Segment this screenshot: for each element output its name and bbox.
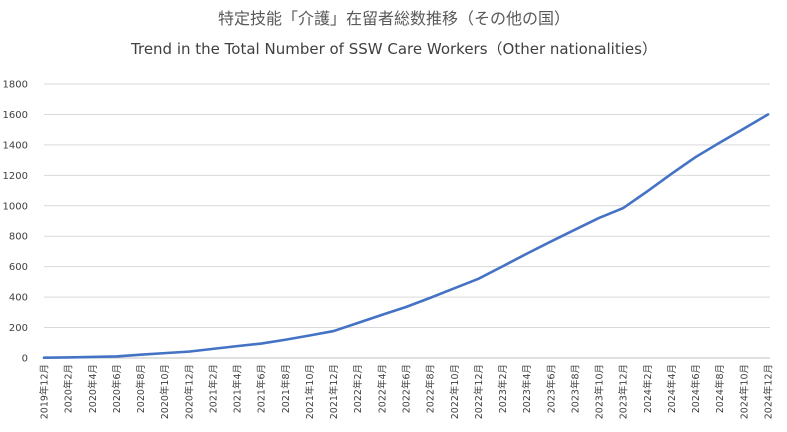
chart-title: 特定技能「介護」在留者総数推移（その他の国） [218,9,570,28]
series-line [42,113,770,359]
y-tick-label: 1400 [3,140,28,151]
x-tick-label: 2024年6月 [690,364,702,413]
x-tick-label: 2020年6月 [111,364,123,413]
y-tick-label: 1000 [3,201,28,212]
x-tick-label: 2022年4月 [376,364,388,413]
y-tick-label: 800 [9,232,28,243]
x-tick-label: 2024年4月 [666,364,678,413]
y-tick-label: 1600 [3,110,28,121]
x-tick-label: 2021年4月 [232,364,244,413]
y-tick-label: 1200 [3,171,28,182]
x-tick-label: 2023年10月 [594,364,606,419]
x-tick-label: 2020年8月 [135,364,147,413]
x-tick-label: 2021年6月 [256,364,268,413]
plot-area [42,113,770,359]
y-tick-label: 400 [9,293,28,304]
gridlines [44,83,770,359]
y-tick-label: 0 [22,354,28,365]
x-tick-label: 2022年10月 [449,364,461,419]
x-tick-label: 2022年2月 [352,364,364,413]
y-tick-label: 600 [9,262,28,273]
x-tick-label: 2021年8月 [280,364,292,413]
x-tick-label: 2023年6月 [545,364,557,413]
x-tick-label: 2023年4月 [521,364,533,413]
x-tick-label: 2021年12月 [328,364,340,419]
x-tick-label: 2024年2月 [642,364,654,413]
x-tick-label: 2021年10月 [304,364,316,419]
y-axis: 0 200 400 600 800 1000 1200 1400 1600 1800 [3,80,28,365]
x-tick-label: 2024年12月 [763,364,775,419]
x-tick-label: 2023年2月 [497,364,509,413]
x-tick-label: 2021年2月 [207,364,219,413]
chart-subtitle: Trend in the Total Number of SSW Care Wo… [130,40,657,58]
x-tick-label: 2020年2月 [63,364,75,413]
x-tick-label: 2023年12月 [618,364,630,419]
x-tick-label: 2020年4月 [87,364,99,413]
x-tick-label: 2023年8月 [569,364,581,413]
x-tick-label: 2024年8月 [714,364,726,413]
y-tick-label: 200 [9,323,28,334]
x-tick-label: 2019年12月 [39,364,51,419]
y-tick-label: 1800 [3,80,28,91]
x-tick-label: 2022年6月 [401,364,413,413]
x-tick-label: 2024年10月 [738,364,750,419]
x-axis: 2019年12月 2020年2月 2020年4月 2020年6月 2020年8月 2020… [39,364,775,419]
x-tick-label: 2022年8月 [425,364,437,413]
x-tick-label: 2020年12月 [183,364,195,419]
x-tick-label: 2022年12月 [473,364,485,419]
x-tick-label: 2020年10月 [159,364,171,419]
